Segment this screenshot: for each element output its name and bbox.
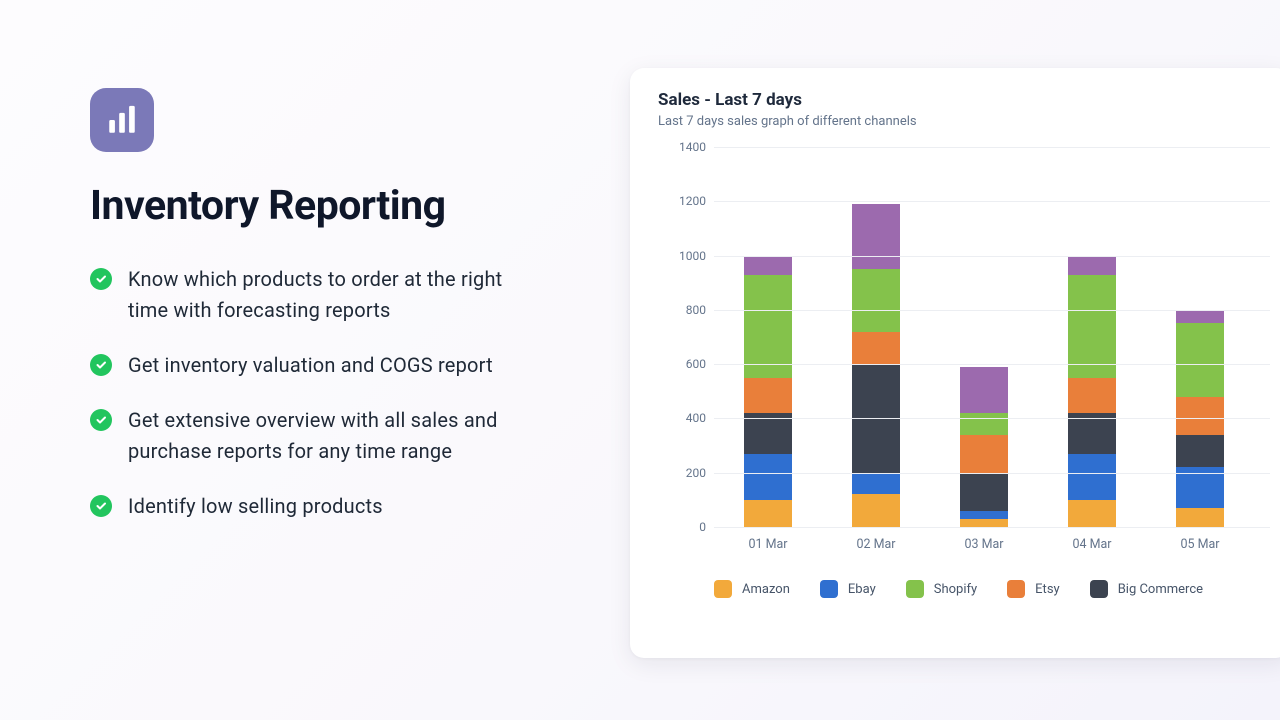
- check-icon: [90, 268, 112, 290]
- bar-chart-icon: [105, 103, 139, 137]
- legend-item: Ebay: [820, 580, 876, 598]
- legend-swatch: [906, 580, 924, 598]
- y-tick-label: 400: [686, 411, 706, 425]
- legend-swatch: [820, 580, 838, 598]
- bar: [852, 204, 900, 527]
- gridline: [714, 256, 1270, 257]
- gridline: [714, 527, 1270, 528]
- x-tick-label: 0: [1254, 537, 1280, 552]
- page-headline: Inventory Reporting: [90, 182, 540, 230]
- y-tick-label: 600: [686, 357, 706, 371]
- bar-segment-etsy: [744, 378, 792, 413]
- bar-segment-big-commerce: [960, 473, 1008, 511]
- bar-segment-shopify: [744, 275, 792, 378]
- bar-segment-other: [1176, 310, 1224, 324]
- bar-segment-ebay: [960, 511, 1008, 519]
- app-icon: [90, 88, 154, 152]
- chart-x-axis: 01 Mar02 Mar03 Mar04 Mar05 Mar0: [714, 537, 1270, 552]
- legend-label: Ebay: [848, 582, 876, 597]
- y-tick-label: 200: [686, 466, 706, 480]
- legend-label: Shopify: [934, 582, 977, 597]
- legend-label: Etsy: [1035, 582, 1060, 597]
- x-tick-label: 05 Mar: [1146, 537, 1254, 552]
- x-tick-label: 03 Mar: [930, 537, 1038, 552]
- y-tick-label: 1000: [679, 249, 706, 263]
- bar-segment-etsy: [960, 435, 1008, 473]
- x-tick-label: 01 Mar: [714, 537, 822, 552]
- bar-segment-shopify: [960, 413, 1008, 435]
- legend-item: Shopify: [906, 580, 977, 598]
- legend-item: Amazon: [714, 580, 790, 598]
- legend-swatch: [1007, 580, 1025, 598]
- gridline: [714, 147, 1270, 148]
- gridline: [714, 418, 1270, 419]
- y-tick-label: 1200: [679, 194, 706, 208]
- bar-segment-amazon: [1068, 500, 1116, 527]
- bar-segment-ebay: [744, 454, 792, 500]
- legend-swatch: [1090, 580, 1108, 598]
- chart-bars: [714, 147, 1270, 527]
- bar-segment-shopify: [852, 269, 900, 331]
- bar-segment-other: [960, 367, 1008, 413]
- feature-bullet-text: Get inventory valuation and COGS report: [128, 350, 493, 381]
- legend-label: Big Commerce: [1118, 582, 1203, 597]
- bar-segment-amazon: [852, 494, 900, 527]
- sales-chart-card: Sales - Last 7 days Last 7 days sales gr…: [630, 68, 1280, 658]
- feature-bullet: Know which products to order at the righ…: [90, 264, 540, 326]
- feature-bullet: Identify low selling products: [90, 491, 540, 522]
- gridline: [714, 310, 1270, 311]
- check-icon: [90, 409, 112, 431]
- legend-swatch: [714, 580, 732, 598]
- check-icon: [90, 495, 112, 517]
- bar-segment-amazon: [960, 519, 1008, 527]
- y-tick-label: 1400: [679, 140, 706, 154]
- feature-bullet-text: Get extensive overview with all sales an…: [128, 405, 540, 467]
- feature-bullet-text: Identify low selling products: [128, 491, 383, 522]
- gridline: [714, 364, 1270, 365]
- bar-segment-shopify: [1176, 323, 1224, 396]
- legend-item: Big Commerce: [1090, 580, 1203, 598]
- y-tick-label: 800: [686, 303, 706, 317]
- chart-subtitle: Last 7 days sales graph of different cha…: [658, 114, 1270, 129]
- bar-segment-other: [852, 204, 900, 269]
- chart-legend: Amazon Ebay Shopify Etsy Big Commerce: [714, 580, 1270, 598]
- feature-bullet: Get extensive overview with all sales an…: [90, 405, 540, 467]
- legend-label: Amazon: [742, 582, 790, 597]
- gridline: [714, 201, 1270, 202]
- chart-plot-area: 0200400600800100012001400: [658, 147, 1270, 527]
- bar-segment-etsy: [1068, 378, 1116, 413]
- check-icon: [90, 354, 112, 376]
- y-tick-label: 0: [699, 520, 706, 534]
- legend-item: Etsy: [1007, 580, 1060, 598]
- x-tick-label: 02 Mar: [822, 537, 930, 552]
- bar: [1068, 256, 1116, 527]
- x-tick-label: 04 Mar: [1038, 537, 1146, 552]
- bar-segment-ebay: [1068, 454, 1116, 500]
- gridline: [714, 473, 1270, 474]
- bar-segment-etsy: [852, 332, 900, 365]
- chart-y-axis: 0200400600800100012001400: [658, 147, 714, 527]
- feature-bullet: Get inventory valuation and COGS report: [90, 350, 540, 381]
- bar-segment-ebay: [852, 473, 900, 495]
- bar-segment-amazon: [744, 500, 792, 527]
- bar-segment-other: [744, 256, 792, 275]
- bar: [744, 256, 792, 527]
- bar-segment-shopify: [1068, 275, 1116, 378]
- feature-bullet-text: Know which products to order at the righ…: [128, 264, 540, 326]
- bar: [960, 367, 1008, 527]
- bar-segment-other: [1068, 256, 1116, 275]
- bar-segment-amazon: [1176, 508, 1224, 527]
- bar-segment-etsy: [1176, 397, 1224, 435]
- chart-title: Sales - Last 7 days: [658, 90, 1270, 110]
- bar-segment-big-commerce: [1176, 435, 1224, 468]
